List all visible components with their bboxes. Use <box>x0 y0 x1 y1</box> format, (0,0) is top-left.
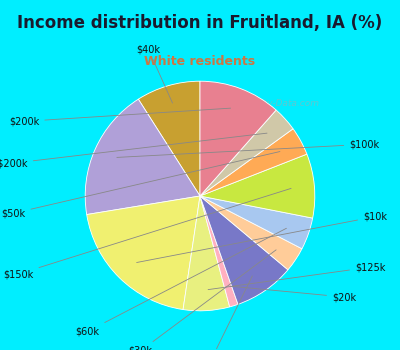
Text: $40k: $40k <box>136 44 172 103</box>
Text: $50k: $50k <box>1 152 280 218</box>
Text: $30k: $30k <box>128 250 276 350</box>
Text: $125k: $125k <box>208 262 385 289</box>
Text: Income distribution in Fruitland, IA (%): Income distribution in Fruitland, IA (%) <box>17 14 383 32</box>
Text: City-Data.com: City-Data.com <box>256 99 320 108</box>
Wedge shape <box>200 129 307 196</box>
Text: $100k: $100k <box>117 139 379 158</box>
Text: $10k: $10k <box>137 212 387 262</box>
Text: $200k: $200k <box>9 108 230 126</box>
Text: White residents: White residents <box>144 55 256 68</box>
Wedge shape <box>200 110 293 196</box>
Wedge shape <box>138 81 200 196</box>
Text: $20k: $20k <box>230 286 356 302</box>
Wedge shape <box>200 196 302 270</box>
Wedge shape <box>200 196 288 304</box>
Wedge shape <box>87 196 200 309</box>
Wedge shape <box>200 81 276 196</box>
Text: $60k: $60k <box>76 228 286 336</box>
Wedge shape <box>183 196 230 311</box>
Wedge shape <box>200 154 315 218</box>
Wedge shape <box>200 196 313 249</box>
Text: $75k: $75k <box>199 276 252 350</box>
Text: $150k: $150k <box>3 188 291 279</box>
Wedge shape <box>85 99 200 215</box>
Wedge shape <box>200 196 238 307</box>
Text: > $200k: > $200k <box>0 133 267 169</box>
